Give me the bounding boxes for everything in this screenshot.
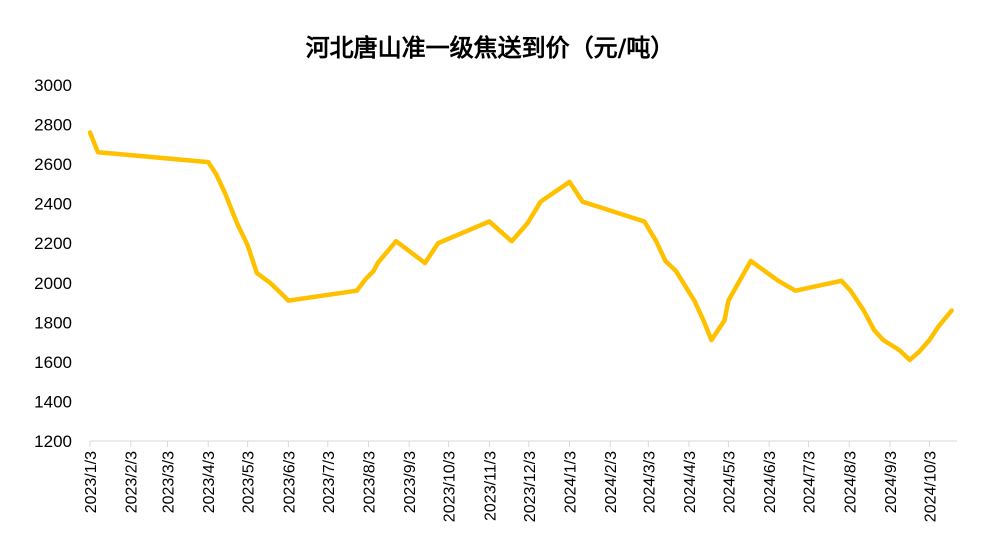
x-tick-label: 2023/11/3 [482,451,499,521]
y-tick-label: 1200 [34,432,72,451]
x-tick-label: 2023/6/3 [281,451,298,513]
x-tick-label: 2024/4/3 [682,451,699,513]
x-tick-label: 2023/7/3 [321,451,338,513]
y-tick-label: 2000 [34,274,72,293]
x-tick-label: 2024/3/3 [641,451,658,513]
y-tick-label: 2600 [34,155,72,174]
x-tick-label: 2023/9/3 [402,451,419,513]
x-tick-label: 2023/12/3 [522,451,539,522]
x-axis-tick-labels: 2023/1/3 2023/2/3 2023/3/3 2023/4/3 2023/5/3… [83,451,939,522]
x-tick-label: 2023/1/3 [83,451,100,513]
x-tick-label: 2024/2/3 [603,451,620,513]
chart-title: 河北唐山准一级焦送到价（元/吨） [306,34,675,62]
y-tick-label: 1400 [34,392,72,411]
series-line [87,130,954,363]
x-tick-label: 2024/10/3 [922,451,939,522]
x-tick-label: 2023/2/3 [124,451,141,513]
x-tick-label: 2023/5/3 [241,451,258,513]
y-tick-label: 2200 [34,234,72,253]
y-tick-label: 2400 [34,195,72,214]
x-tick-label: 2023/3/3 [161,451,178,513]
x-tick-label: 2024/6/3 [762,451,779,513]
x-tick-label: 2024/8/3 [842,451,859,513]
y-axis-tick-labels: 1200 1400 1600 1800 2000 2200 2400 2600 2800 3000 [34,76,72,451]
series-layer [87,130,954,363]
x-axis-tick-marks [89,441,930,447]
y-tick-label: 1600 [34,353,72,372]
x-tick-label: 2024/9/3 [883,451,900,513]
x-tick-label: 2024/5/3 [721,451,738,513]
y-tick-label: 1800 [34,313,72,332]
x-tick-label: 2023/8/3 [361,451,378,513]
x-tick-label: 2024/7/3 [802,451,819,513]
y-tick-label: 3000 [34,76,72,95]
x-tick-label: 2023/4/3 [201,451,218,513]
x-tick-label: 2024/1/3 [562,451,579,513]
y-tick-label: 2800 [34,116,72,135]
x-tick-label: 2023/10/3 [442,451,459,522]
